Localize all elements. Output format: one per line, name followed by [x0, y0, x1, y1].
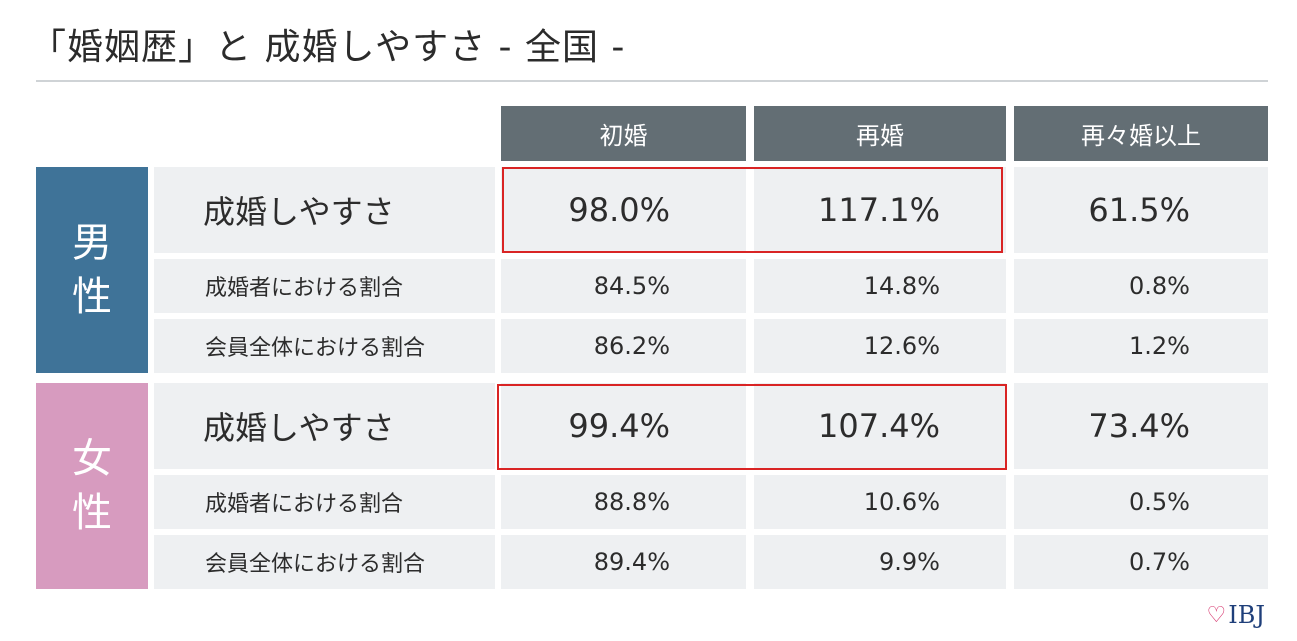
male-group-label: 男 性 [36, 167, 148, 373]
female-label-line2: 性 [72, 490, 112, 536]
column-header-first-marriage: 初婚 [501, 106, 746, 161]
male-label-line1: 男 [72, 220, 112, 266]
row-label-cell [154, 259, 495, 313]
row-label: 会員全体における割合 [205, 552, 426, 577]
value-text: 0.8% [1129, 272, 1190, 300]
value-cell [754, 259, 1006, 313]
value-text: 117.1% [817, 191, 940, 229]
value-text: 14.8% [863, 272, 940, 300]
row-label-cell [154, 319, 495, 373]
value-text: 89.4% [593, 548, 670, 576]
row-label-cell [154, 383, 495, 469]
value-cell [754, 167, 1006, 253]
value-cell [501, 259, 746, 313]
value-cell [1014, 319, 1268, 373]
value-cell [754, 319, 1006, 373]
value-cell [754, 475, 1006, 529]
ibj-logo: ♡ IBJ [1207, 601, 1265, 629]
page-title: 「婚姻歴」と 成婚しやすさ - 全国 - [30, 27, 626, 68]
row-label: 成婚者における割合 [205, 276, 404, 301]
value-text: 73.4% [1088, 407, 1190, 445]
value-cell [1014, 259, 1268, 313]
title-divider [36, 80, 1268, 82]
row-label-cell [154, 535, 495, 589]
value-text: 0.7% [1129, 548, 1190, 576]
value-text: 12.6% [863, 332, 940, 360]
row-label: 会員全体における割合 [205, 336, 426, 361]
value-text: 9.9% [879, 548, 940, 576]
value-cell [501, 475, 746, 529]
value-cell [501, 167, 746, 253]
value-text: 0.5% [1129, 488, 1190, 516]
value-cell [754, 383, 1006, 469]
row-label-marriage-ease: 成婚しやすさ [203, 193, 395, 231]
heart-icon: ♡ [1206, 602, 1227, 628]
value-cell [501, 383, 746, 469]
value-cell [1014, 535, 1268, 589]
female-group-label: 女 性 [36, 383, 148, 589]
value-cell [1014, 383, 1268, 469]
value-text: 98.0% [568, 191, 670, 229]
value-cell [754, 535, 1006, 589]
row-label-cell [154, 475, 495, 529]
value-text: 61.5% [1088, 191, 1190, 229]
row-label-cell [154, 167, 495, 253]
value-cell [501, 535, 746, 589]
column-header-remarriage: 再婚 [754, 106, 1006, 161]
value-text: 84.5% [593, 272, 670, 300]
female-label-line1: 女 [72, 436, 112, 482]
value-cell [1014, 167, 1268, 253]
row-label-marriage-ease: 成婚しやすさ [203, 409, 395, 447]
value-text: 10.6% [863, 488, 940, 516]
value-cell [501, 319, 746, 373]
value-text: 88.8% [593, 488, 670, 516]
value-text: 1.2% [1129, 332, 1190, 360]
value-text: 107.4% [817, 407, 940, 445]
value-text: 99.4% [568, 407, 670, 445]
column-header-third-marriage: 再々婚以上 [1014, 106, 1268, 161]
value-text: 86.2% [593, 332, 670, 360]
row-label: 成婚者における割合 [205, 492, 404, 517]
male-label-line2: 性 [72, 274, 112, 320]
value-cell [1014, 475, 1268, 529]
logo-text: IBJ [1228, 601, 1265, 629]
